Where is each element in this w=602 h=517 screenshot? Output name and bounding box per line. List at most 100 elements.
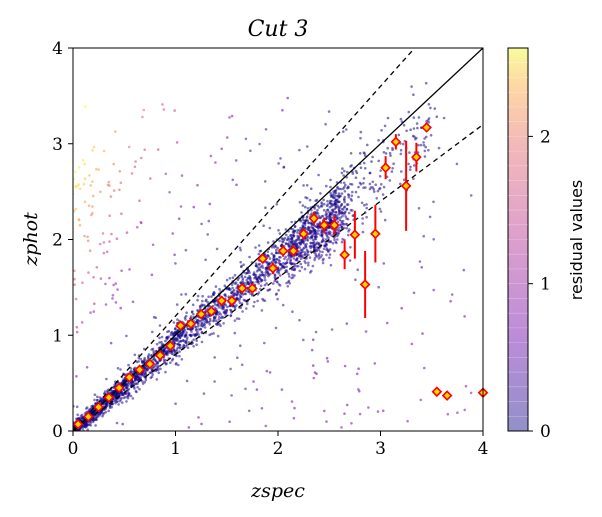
scatter-point [73, 269, 76, 273]
scatter-point [351, 190, 354, 194]
scatter-point [282, 165, 286, 169]
scatter-point [381, 193, 385, 196]
scatter-point [180, 358, 184, 361]
scatter-point [289, 234, 293, 238]
scatter-point [241, 310, 244, 313]
scatter-point [96, 398, 99, 402]
scatter-point [354, 176, 358, 179]
scatter-point [75, 325, 79, 329]
scatter-point [300, 254, 304, 257]
reference-lines [73, 48, 483, 431]
x-axis: 0 1 2 3 4 [68, 431, 488, 459]
median-point [175, 320, 186, 332]
scatter-point [432, 238, 436, 241]
scatter-point [201, 294, 204, 298]
scatter-point [345, 403, 349, 407]
scatter-point [349, 208, 353, 212]
scatter-point [230, 291, 233, 295]
scatter-point [184, 341, 188, 344]
scatter-point [299, 257, 303, 261]
scatter-point [228, 420, 231, 424]
scatter-point [308, 198, 312, 202]
scatter-point [362, 186, 365, 189]
scatter-point [335, 241, 338, 245]
y-axis-label: zphot [20, 212, 42, 267]
scatter-point [423, 366, 426, 370]
scatter-point [310, 348, 314, 352]
scatter-point [345, 222, 349, 226]
scatter-point [408, 151, 411, 154]
scatter-point [305, 216, 309, 219]
scatter-point [278, 232, 282, 235]
scatter-point [125, 334, 128, 338]
scatter-point [301, 250, 305, 253]
scatter-point [256, 277, 260, 280]
scatter-point [112, 162, 115, 166]
scatter-point [275, 203, 279, 206]
scatter-point [424, 145, 428, 149]
scatter-point [138, 199, 141, 202]
scatter-point [138, 387, 141, 391]
scatter-point [204, 258, 207, 262]
scatter-point [298, 246, 302, 249]
scatter-point [74, 297, 78, 301]
one-to-one-line [73, 48, 483, 431]
scatter-point [235, 317, 239, 320]
scatter-point [406, 419, 409, 423]
scatter-point [210, 295, 213, 298]
scatter-point [185, 338, 189, 341]
scatter-point [191, 310, 194, 313]
scatter-point [86, 423, 89, 426]
scatter-point [265, 369, 269, 373]
scatter-point [407, 162, 410, 166]
scatter-point [99, 277, 103, 280]
scatter-point [239, 260, 242, 264]
scatter-point [291, 310, 294, 314]
median-point [308, 213, 320, 224]
scatter-point [298, 318, 301, 322]
scatter-point [223, 293, 226, 297]
scatter-point [418, 260, 422, 263]
scatter-point [229, 309, 233, 313]
scatter-point [88, 174, 91, 177]
median-point [421, 122, 432, 133]
scatter-point [287, 245, 291, 248]
scatter-point [299, 226, 302, 230]
scatter-point [263, 278, 267, 282]
scatter-point [338, 200, 341, 204]
scatter-point [214, 315, 217, 318]
scatter-point [233, 307, 237, 310]
scatter-point [133, 387, 136, 390]
scatter-point [151, 358, 154, 362]
scatter-point [212, 293, 215, 297]
scatter-point [296, 231, 299, 234]
scatter-point [283, 257, 286, 261]
scatter-point [158, 324, 162, 327]
x-axis-label: zspec [250, 480, 305, 502]
scatter-point [144, 370, 147, 374]
scatter-point [365, 215, 368, 219]
scatter-point [391, 167, 394, 170]
scatter-point [410, 85, 413, 88]
scatter-point [331, 203, 334, 207]
scatter-point [276, 297, 279, 301]
scatter-point [141, 360, 145, 364]
scatter-point [170, 352, 174, 356]
median-point [441, 390, 453, 401]
scatter-point [203, 320, 207, 324]
scatter-point [111, 294, 115, 297]
scatter-point [380, 129, 383, 132]
scatter-point [330, 195, 333, 198]
scatter-point [151, 243, 155, 247]
scatter-point [185, 331, 188, 334]
scatter-point [252, 281, 255, 284]
scatter-point [377, 139, 380, 142]
scatter-point [313, 246, 316, 249]
scatter-point [412, 291, 416, 295]
scatter-point [196, 294, 200, 298]
scatter-point [105, 402, 108, 405]
scatter-point [241, 293, 245, 296]
scatter-point [92, 310, 96, 313]
scatter-point [83, 234, 86, 238]
scatter-point [325, 184, 328, 188]
